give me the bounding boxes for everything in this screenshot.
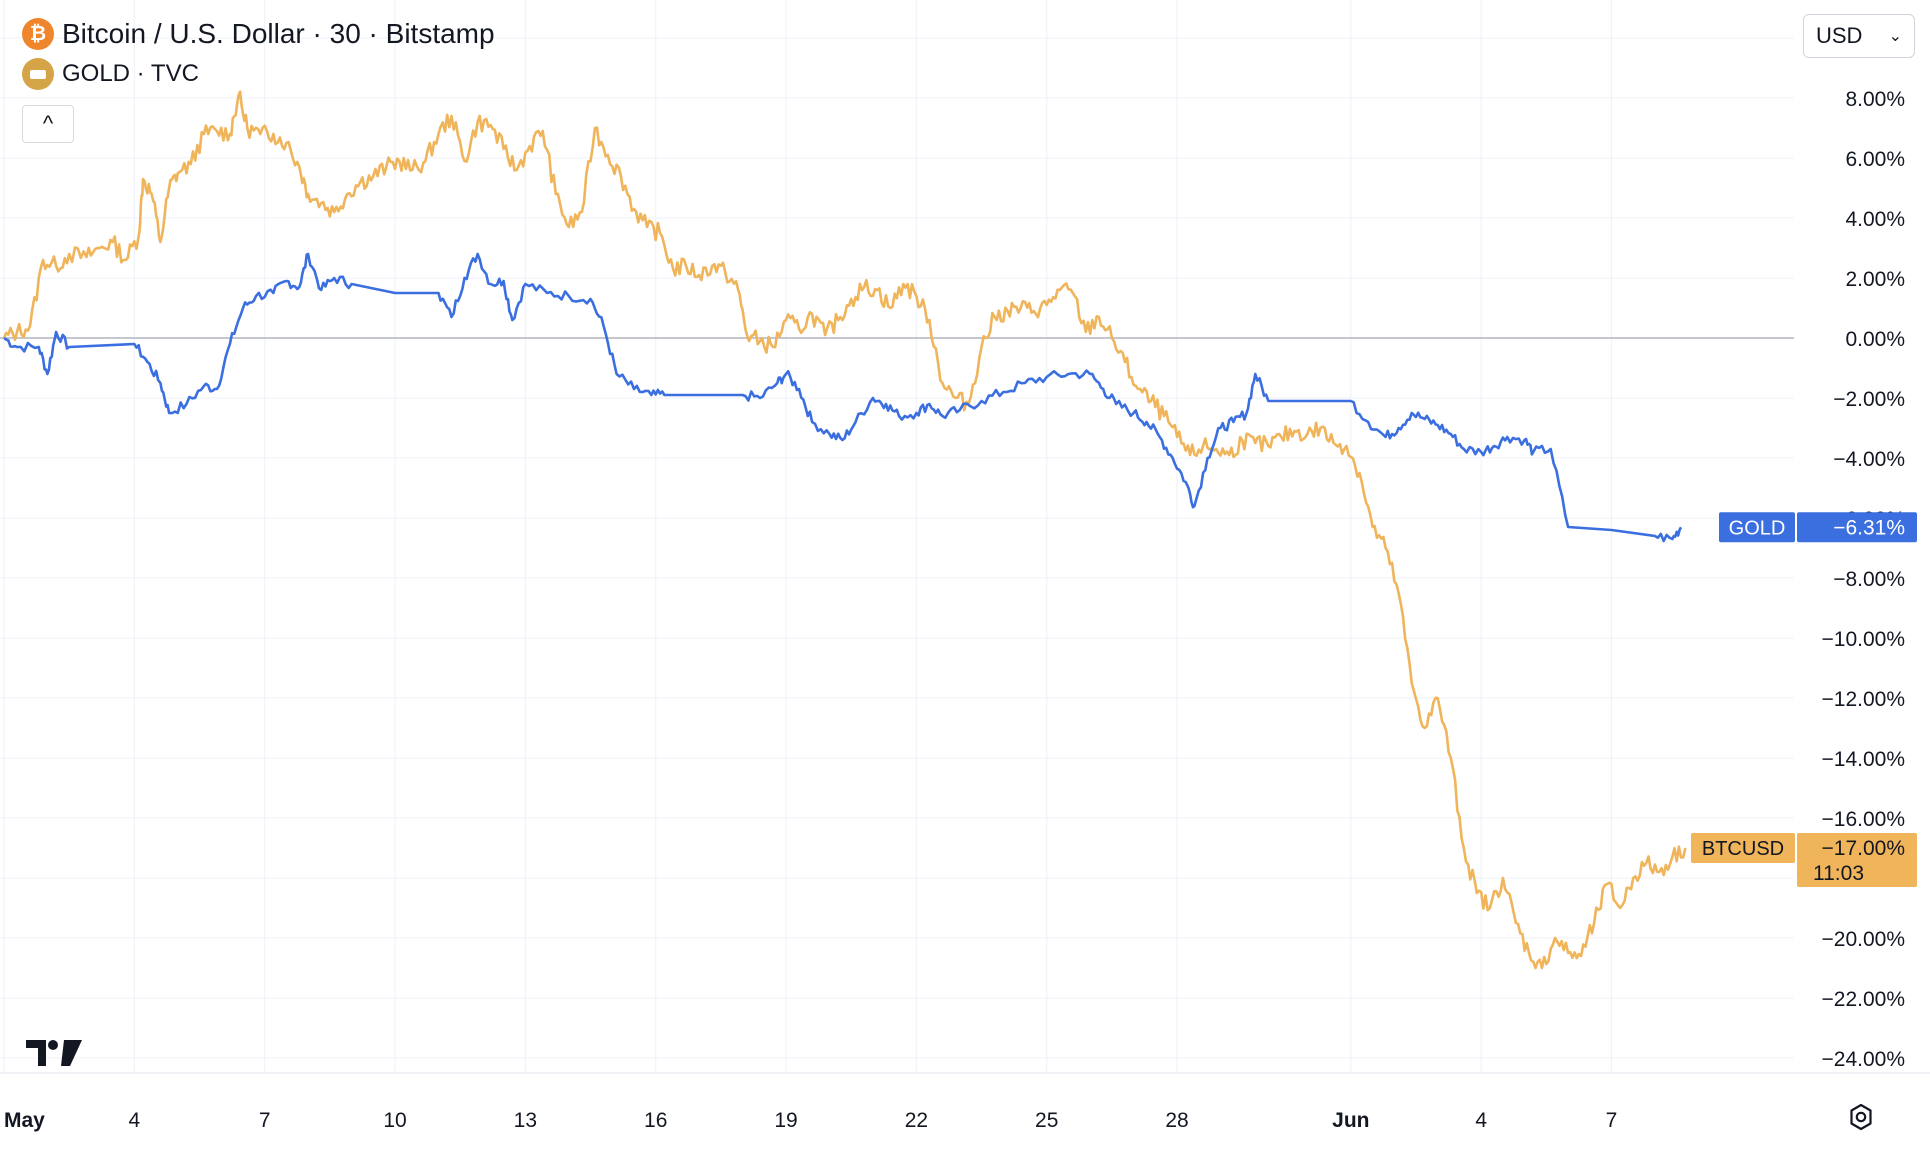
- last-value-labels: GOLD −6.31% BTCUSD −17.00%11:03: [1691, 512, 1917, 887]
- chevron-down-icon: ⌄: [1888, 28, 1902, 45]
- y-tick-label: −2.00%: [1833, 388, 1905, 411]
- y-tick-label: −8.00%: [1833, 568, 1905, 591]
- y-tick-label: 4.00%: [1845, 208, 1905, 231]
- compare-symbol-title[interactable]: GOLD · TVC: [62, 60, 199, 87]
- last-value-label: −6.31%: [1833, 516, 1905, 539]
- main-symbol-title[interactable]: Bitcoin / U.S. Dollar · 30 · Bitstamp: [62, 18, 495, 49]
- collapse-legend-button[interactable]: ^: [22, 105, 74, 143]
- y-tick-label: −14.00%: [1822, 748, 1906, 771]
- y-tick-label: 0.00%: [1845, 328, 1905, 351]
- x-tick-label: 7: [259, 1109, 271, 1132]
- y-tick-label: −12.00%: [1822, 688, 1906, 711]
- last-value-tag: [1797, 833, 1917, 887]
- y-tick-label: −16.00%: [1822, 808, 1906, 831]
- tradingview-logo[interactable]: [26, 1038, 82, 1073]
- x-tick-label: May: [4, 1109, 45, 1132]
- x-tick-label: 16: [644, 1109, 667, 1132]
- y-tick-label: −24.00%: [1822, 1048, 1906, 1071]
- time-scale[interactable]: May 4 7 10 13 16 19 22 25 28 Jun 4 7: [4, 1109, 1617, 1132]
- legend-compare-symbol[interactable]: GOLD · TVC: [22, 56, 495, 92]
- x-tick-label: 7: [1606, 1109, 1618, 1132]
- legend-main-symbol[interactable]: ₿ Bitcoin / U.S. Dollar · 30 · Bitstamp: [22, 14, 495, 54]
- currency-select[interactable]: USD ⌄: [1803, 14, 1915, 58]
- x-tick-label: 13: [514, 1109, 537, 1132]
- x-tick-label: 19: [774, 1109, 797, 1132]
- currency-value: USD: [1816, 23, 1863, 48]
- x-tick-label: 25: [1035, 1109, 1058, 1132]
- y-tick-label: −4.00%: [1833, 448, 1905, 471]
- x-tick-label: Jun: [1332, 1109, 1369, 1132]
- series-layer: [2, 90, 1687, 970]
- y-tick-label: −10.00%: [1822, 628, 1906, 651]
- last-value-label: −17.00%: [1822, 837, 1906, 860]
- chevron-up-icon: ^: [42, 111, 54, 136]
- y-tick-label: 6.00%: [1845, 148, 1905, 171]
- bitcoin-icon: ₿: [22, 18, 54, 50]
- x-tick-label: 10: [383, 1109, 406, 1132]
- series-name-label: BTCUSD: [1702, 838, 1784, 860]
- x-tick-label: 22: [905, 1109, 928, 1132]
- y-tick-label: 8.00%: [1845, 88, 1905, 111]
- series-name-tag: [1719, 512, 1795, 543]
- gold-bars-icon: [22, 58, 54, 90]
- y-tick-label: −22.00%: [1822, 988, 1906, 1011]
- last-value-tag: [1797, 512, 1917, 543]
- x-tick-label: 4: [128, 1109, 140, 1132]
- price-scale[interactable]: 10.00%8.00%6.00%4.00%2.00%0.00%−2.00%−4.…: [1822, 28, 1906, 1071]
- bar-countdown: 11:03: [1813, 862, 1864, 885]
- x-tick-label: 28: [1165, 1109, 1188, 1132]
- grid: [0, 0, 1794, 1073]
- gear-icon[interactable]: [1846, 1102, 1876, 1132]
- series-line-gold: [3, 252, 1683, 543]
- y-tick-label: 2.00%: [1845, 268, 1905, 291]
- series-name-tag: [1691, 833, 1795, 863]
- y-tick-label: −20.00%: [1822, 928, 1906, 951]
- chart-legend: ₿ Bitcoin / U.S. Dollar · 30 · Bitstamp …: [22, 14, 495, 92]
- x-tick-label: 4: [1475, 1109, 1487, 1132]
- series-name-label: GOLD: [1729, 517, 1786, 539]
- series-line-btcusd: [2, 90, 1687, 970]
